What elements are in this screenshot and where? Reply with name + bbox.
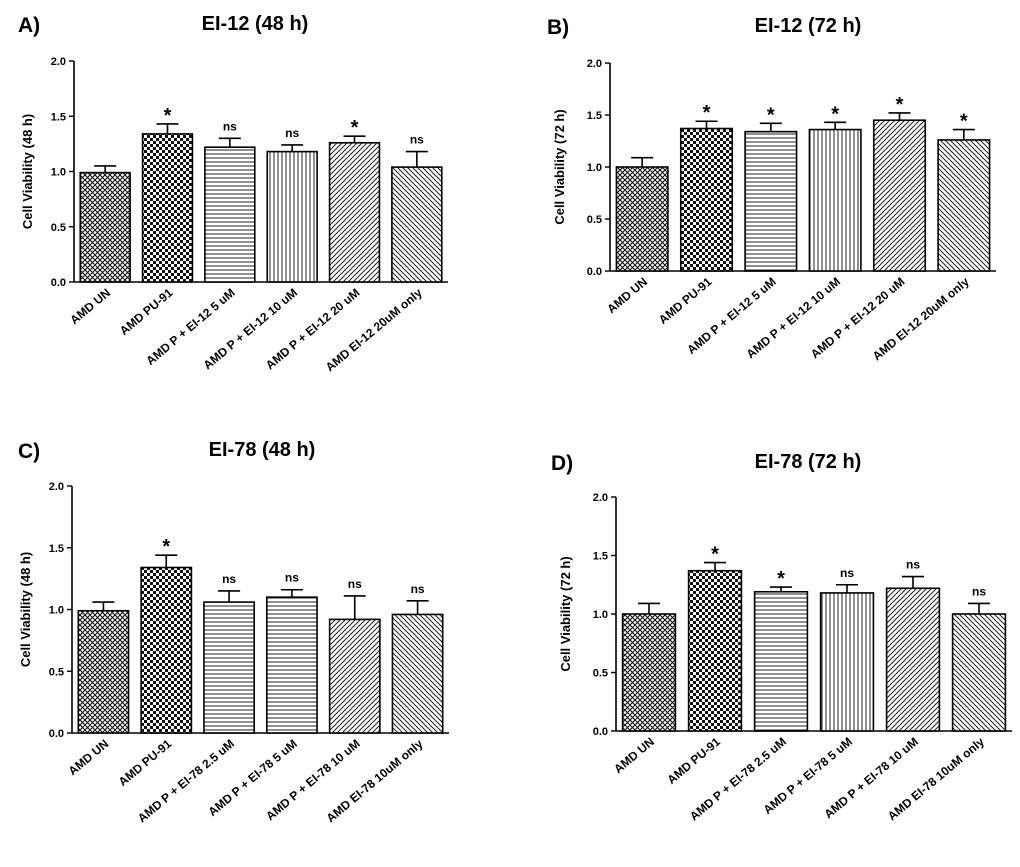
chart-title: EI-12 (72 h) xyxy=(755,15,862,37)
chart-panel-1: EI-12 (48 h) Cell Viability (48 h) 0.0 0.5 1… xyxy=(20,13,448,374)
bar xyxy=(141,133,194,283)
y-tick-label: 0.5 xyxy=(587,214,602,226)
significance-label: * xyxy=(767,104,775,126)
bar xyxy=(328,141,381,283)
y-tick-label: 2.0 xyxy=(593,492,608,504)
y-axis-label: Cell Viability (72 h) xyxy=(558,556,573,671)
bar xyxy=(951,613,1007,732)
significance-label: ns xyxy=(285,571,299,585)
x-tick-label: AMD UN xyxy=(604,275,650,317)
bar xyxy=(328,618,381,734)
significance-label: ns xyxy=(348,577,362,591)
y-tick-label: 1.0 xyxy=(593,609,608,621)
y-axis-label: Cell Viability (48 h) xyxy=(18,552,33,667)
significance-label: ns xyxy=(972,584,986,598)
x-tick-label: AMD UN xyxy=(67,286,113,328)
x-tick-label: AMD UN xyxy=(66,737,112,779)
y-tick-label: 0.0 xyxy=(49,728,64,740)
y-tick-label: 1.5 xyxy=(49,543,64,555)
y-tick-label: 1.5 xyxy=(51,111,66,123)
chart-panel-4: EI-78 (72 h) Cell Viability (72 h) 0.0 0.5 1… xyxy=(558,451,1012,823)
significance-label: * xyxy=(960,111,968,133)
significance-label: ns xyxy=(285,126,299,140)
y-tick-label: 1.0 xyxy=(51,167,66,179)
y-tick-label: 2.0 xyxy=(587,58,602,70)
bar xyxy=(77,609,130,734)
y-tick-label: 1.0 xyxy=(587,162,602,174)
panel-label-d: D) xyxy=(551,452,574,475)
y-tick-label: 0.0 xyxy=(51,277,66,289)
y-tick-label: 0.0 xyxy=(593,726,608,738)
significance-label: * xyxy=(831,103,839,125)
bar xyxy=(391,613,444,734)
y-tick-label: 2.0 xyxy=(51,56,66,68)
bar xyxy=(808,128,862,272)
chart-title: EI-78 (72 h) xyxy=(755,451,862,473)
bar xyxy=(753,590,809,732)
panel-label-c: C) xyxy=(18,440,41,463)
chart-panel-3: EI-78 (48 h) Cell Viability (48 h) 0.0 0.5 1… xyxy=(18,439,449,825)
bar xyxy=(621,613,677,732)
y-tick-label: 1.0 xyxy=(49,605,64,617)
significance-label: * xyxy=(162,536,170,558)
significance-label: ns xyxy=(410,133,424,147)
bar xyxy=(744,130,798,272)
chart-title: EI-12 (48 h) xyxy=(202,13,309,35)
x-tick-label: AMD PU-91 xyxy=(117,285,176,338)
x-tick-label: AMD PU-91 xyxy=(656,274,715,327)
y-axis-label: Cell Viability (48 h) xyxy=(20,114,35,229)
chart-panel-2: EI-12 (72 h) Cell Viability (72 h) 0.0 0.5 1… xyxy=(552,15,996,363)
x-tick-label: AMD UN xyxy=(611,735,657,777)
y-tick-label: 2.0 xyxy=(49,481,64,493)
significance-label: * xyxy=(351,117,359,139)
y-tick-label: 1.5 xyxy=(593,551,608,563)
bar xyxy=(819,592,875,732)
bar xyxy=(204,146,256,283)
y-tick-label: 0.5 xyxy=(593,668,608,680)
significance-label: ns xyxy=(840,566,854,580)
x-tick-label: AMD PU-91 xyxy=(664,734,723,787)
significance-label: ns xyxy=(411,582,425,596)
significance-label: * xyxy=(703,102,711,124)
significance-label: ns xyxy=(223,119,237,133)
significance-label: * xyxy=(711,544,719,566)
bar xyxy=(679,127,734,272)
y-tick-label: 0.5 xyxy=(49,666,64,678)
y-tick-label: 0.5 xyxy=(51,222,66,234)
bar xyxy=(885,587,941,732)
bar xyxy=(687,569,743,732)
bar xyxy=(265,596,318,734)
y-tick-label: 1.5 xyxy=(587,110,602,122)
x-tick-label: AMD PU-91 xyxy=(116,736,175,789)
significance-label: ns xyxy=(906,558,920,572)
bar xyxy=(391,166,443,283)
significance-label: * xyxy=(896,94,904,116)
significance-label: * xyxy=(777,568,785,590)
bar xyxy=(79,171,131,283)
y-axis-label: Cell Viability (72 h) xyxy=(552,109,567,224)
bar xyxy=(872,119,927,272)
bar xyxy=(266,150,318,283)
significance-label: * xyxy=(164,105,172,127)
panel-label-a: A) xyxy=(18,14,41,37)
y-tick-label: 0.0 xyxy=(587,266,602,278)
bar xyxy=(203,601,256,734)
panel-label-b: B) xyxy=(547,16,570,39)
bar xyxy=(140,566,193,734)
bar xyxy=(615,166,669,272)
chart-title: EI-78 (48 h) xyxy=(209,439,316,461)
significance-label: ns xyxy=(222,572,236,586)
bar xyxy=(937,139,991,272)
